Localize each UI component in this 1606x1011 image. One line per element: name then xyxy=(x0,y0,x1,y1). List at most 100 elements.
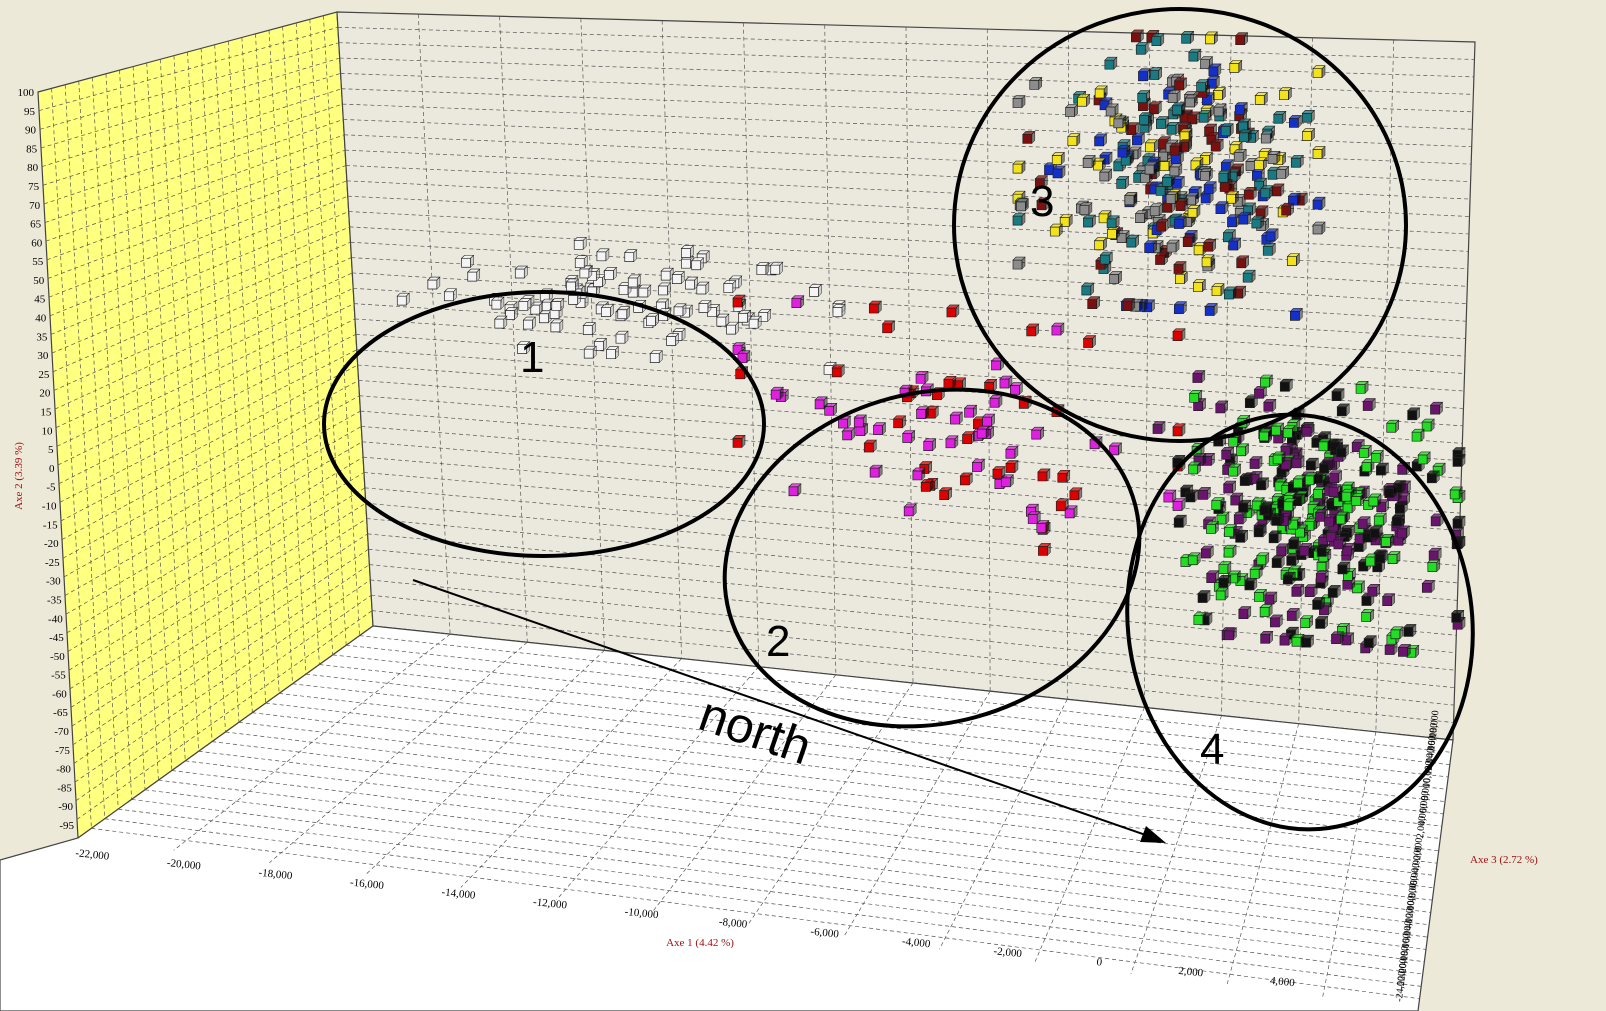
data-point xyxy=(1254,592,1264,602)
axe3-tick-label: -22,000 xyxy=(1396,958,1410,990)
data-point xyxy=(1057,472,1068,483)
data-point-side xyxy=(991,413,995,427)
data-point-side xyxy=(1175,239,1180,253)
gridline xyxy=(372,610,1454,723)
data-point-side xyxy=(1313,583,1318,598)
data-point xyxy=(1065,107,1075,117)
data-point xyxy=(1253,527,1264,538)
cluster-3-ellipse xyxy=(952,7,1408,443)
gridline xyxy=(1321,731,1377,999)
axe2-tick-label: -75 xyxy=(55,745,70,757)
data-point-side xyxy=(526,341,530,355)
data-point-side xyxy=(1274,228,1279,242)
data-point-side xyxy=(1076,133,1081,147)
data-point-side xyxy=(1297,192,1301,206)
data-point xyxy=(461,257,471,268)
data-point xyxy=(1051,155,1062,165)
gridline xyxy=(212,741,1434,889)
data-point-side xyxy=(1181,175,1185,190)
data-point-side xyxy=(1280,554,1285,569)
data-point-side xyxy=(1215,520,1219,534)
gridline xyxy=(105,73,146,790)
data-point xyxy=(1328,487,1339,498)
data-point-side xyxy=(1183,301,1187,315)
data-point xyxy=(1099,171,1110,182)
data-point-side xyxy=(1045,519,1050,534)
data-point-side xyxy=(1176,89,1181,104)
data-point-side xyxy=(1255,129,1259,144)
data-point-side xyxy=(1129,152,1134,166)
data-point-side xyxy=(1212,181,1217,195)
data-point xyxy=(649,353,660,363)
gridline xyxy=(92,77,132,800)
data-point-side xyxy=(746,350,751,364)
data-point xyxy=(627,277,638,288)
data-point-side xyxy=(1321,196,1326,210)
data-point xyxy=(1005,448,1016,459)
data-point-side xyxy=(1280,183,1285,197)
gridline xyxy=(939,699,1068,950)
data-point xyxy=(1245,161,1256,171)
data-point xyxy=(1122,301,1133,312)
data-point-side xyxy=(532,316,536,330)
data-point-side xyxy=(1229,123,1234,137)
data-point-side xyxy=(1251,269,1256,283)
gridline xyxy=(49,195,348,317)
axe2-tick-label: 100 xyxy=(18,87,35,99)
data-point-side xyxy=(1300,583,1305,598)
data-point-side xyxy=(1412,623,1417,638)
data-point xyxy=(1169,145,1180,156)
axe3-tick-label: -8,000 xyxy=(1407,875,1420,902)
data-point xyxy=(814,399,825,410)
gridline xyxy=(173,55,213,742)
data-point-side xyxy=(575,278,579,292)
data-point-side xyxy=(924,370,929,384)
data-point-side xyxy=(779,261,783,275)
data-point-side xyxy=(559,319,564,333)
axe1-tick-label: 0 xyxy=(1096,956,1103,969)
data-point-side xyxy=(1372,635,1377,649)
data-point-side xyxy=(582,236,587,250)
data-point-side xyxy=(1088,202,1093,216)
data-point xyxy=(832,307,843,317)
data-point-side xyxy=(891,320,895,334)
data-point-side xyxy=(1181,328,1186,342)
data-point-side xyxy=(1313,472,1318,486)
data-point xyxy=(1312,600,1323,610)
data-point-side xyxy=(1268,603,1273,618)
data-point-side xyxy=(1310,634,1314,648)
axe2-tick-label: 65 xyxy=(30,219,42,231)
axe3-tick-label: -16,000 xyxy=(1401,920,1415,952)
data-point xyxy=(1300,618,1311,628)
data-point-side xyxy=(655,313,659,327)
data-point xyxy=(1204,306,1215,316)
data-point-side xyxy=(1019,381,1023,396)
data-point xyxy=(1312,224,1323,235)
data-point xyxy=(912,470,923,481)
data-point-side xyxy=(797,483,802,497)
gridline xyxy=(39,42,339,130)
data-point-side xyxy=(1211,452,1215,466)
data-point-side xyxy=(667,282,671,296)
data-point xyxy=(1044,165,1054,176)
gridline xyxy=(118,808,1423,975)
data-point-side xyxy=(1010,474,1014,488)
data-point xyxy=(1324,516,1334,527)
data-point-side xyxy=(1014,459,1019,474)
data-point-side xyxy=(592,321,596,336)
data-point-side xyxy=(1383,512,1387,526)
gridline xyxy=(365,502,1458,601)
data-point-side xyxy=(1202,278,1206,293)
data-point-side xyxy=(785,389,789,403)
data-point xyxy=(1235,35,1245,46)
data-point-side xyxy=(1350,632,1354,646)
gridline xyxy=(661,20,682,659)
data-point xyxy=(1259,505,1270,516)
data-point-side xyxy=(735,321,739,335)
data-point xyxy=(1026,326,1037,337)
data-point xyxy=(1335,514,1346,525)
data-point xyxy=(1215,590,1226,601)
data-point xyxy=(1012,98,1023,108)
axe1-tick-label: -4,000 xyxy=(901,935,931,950)
data-point-side xyxy=(1182,514,1187,528)
